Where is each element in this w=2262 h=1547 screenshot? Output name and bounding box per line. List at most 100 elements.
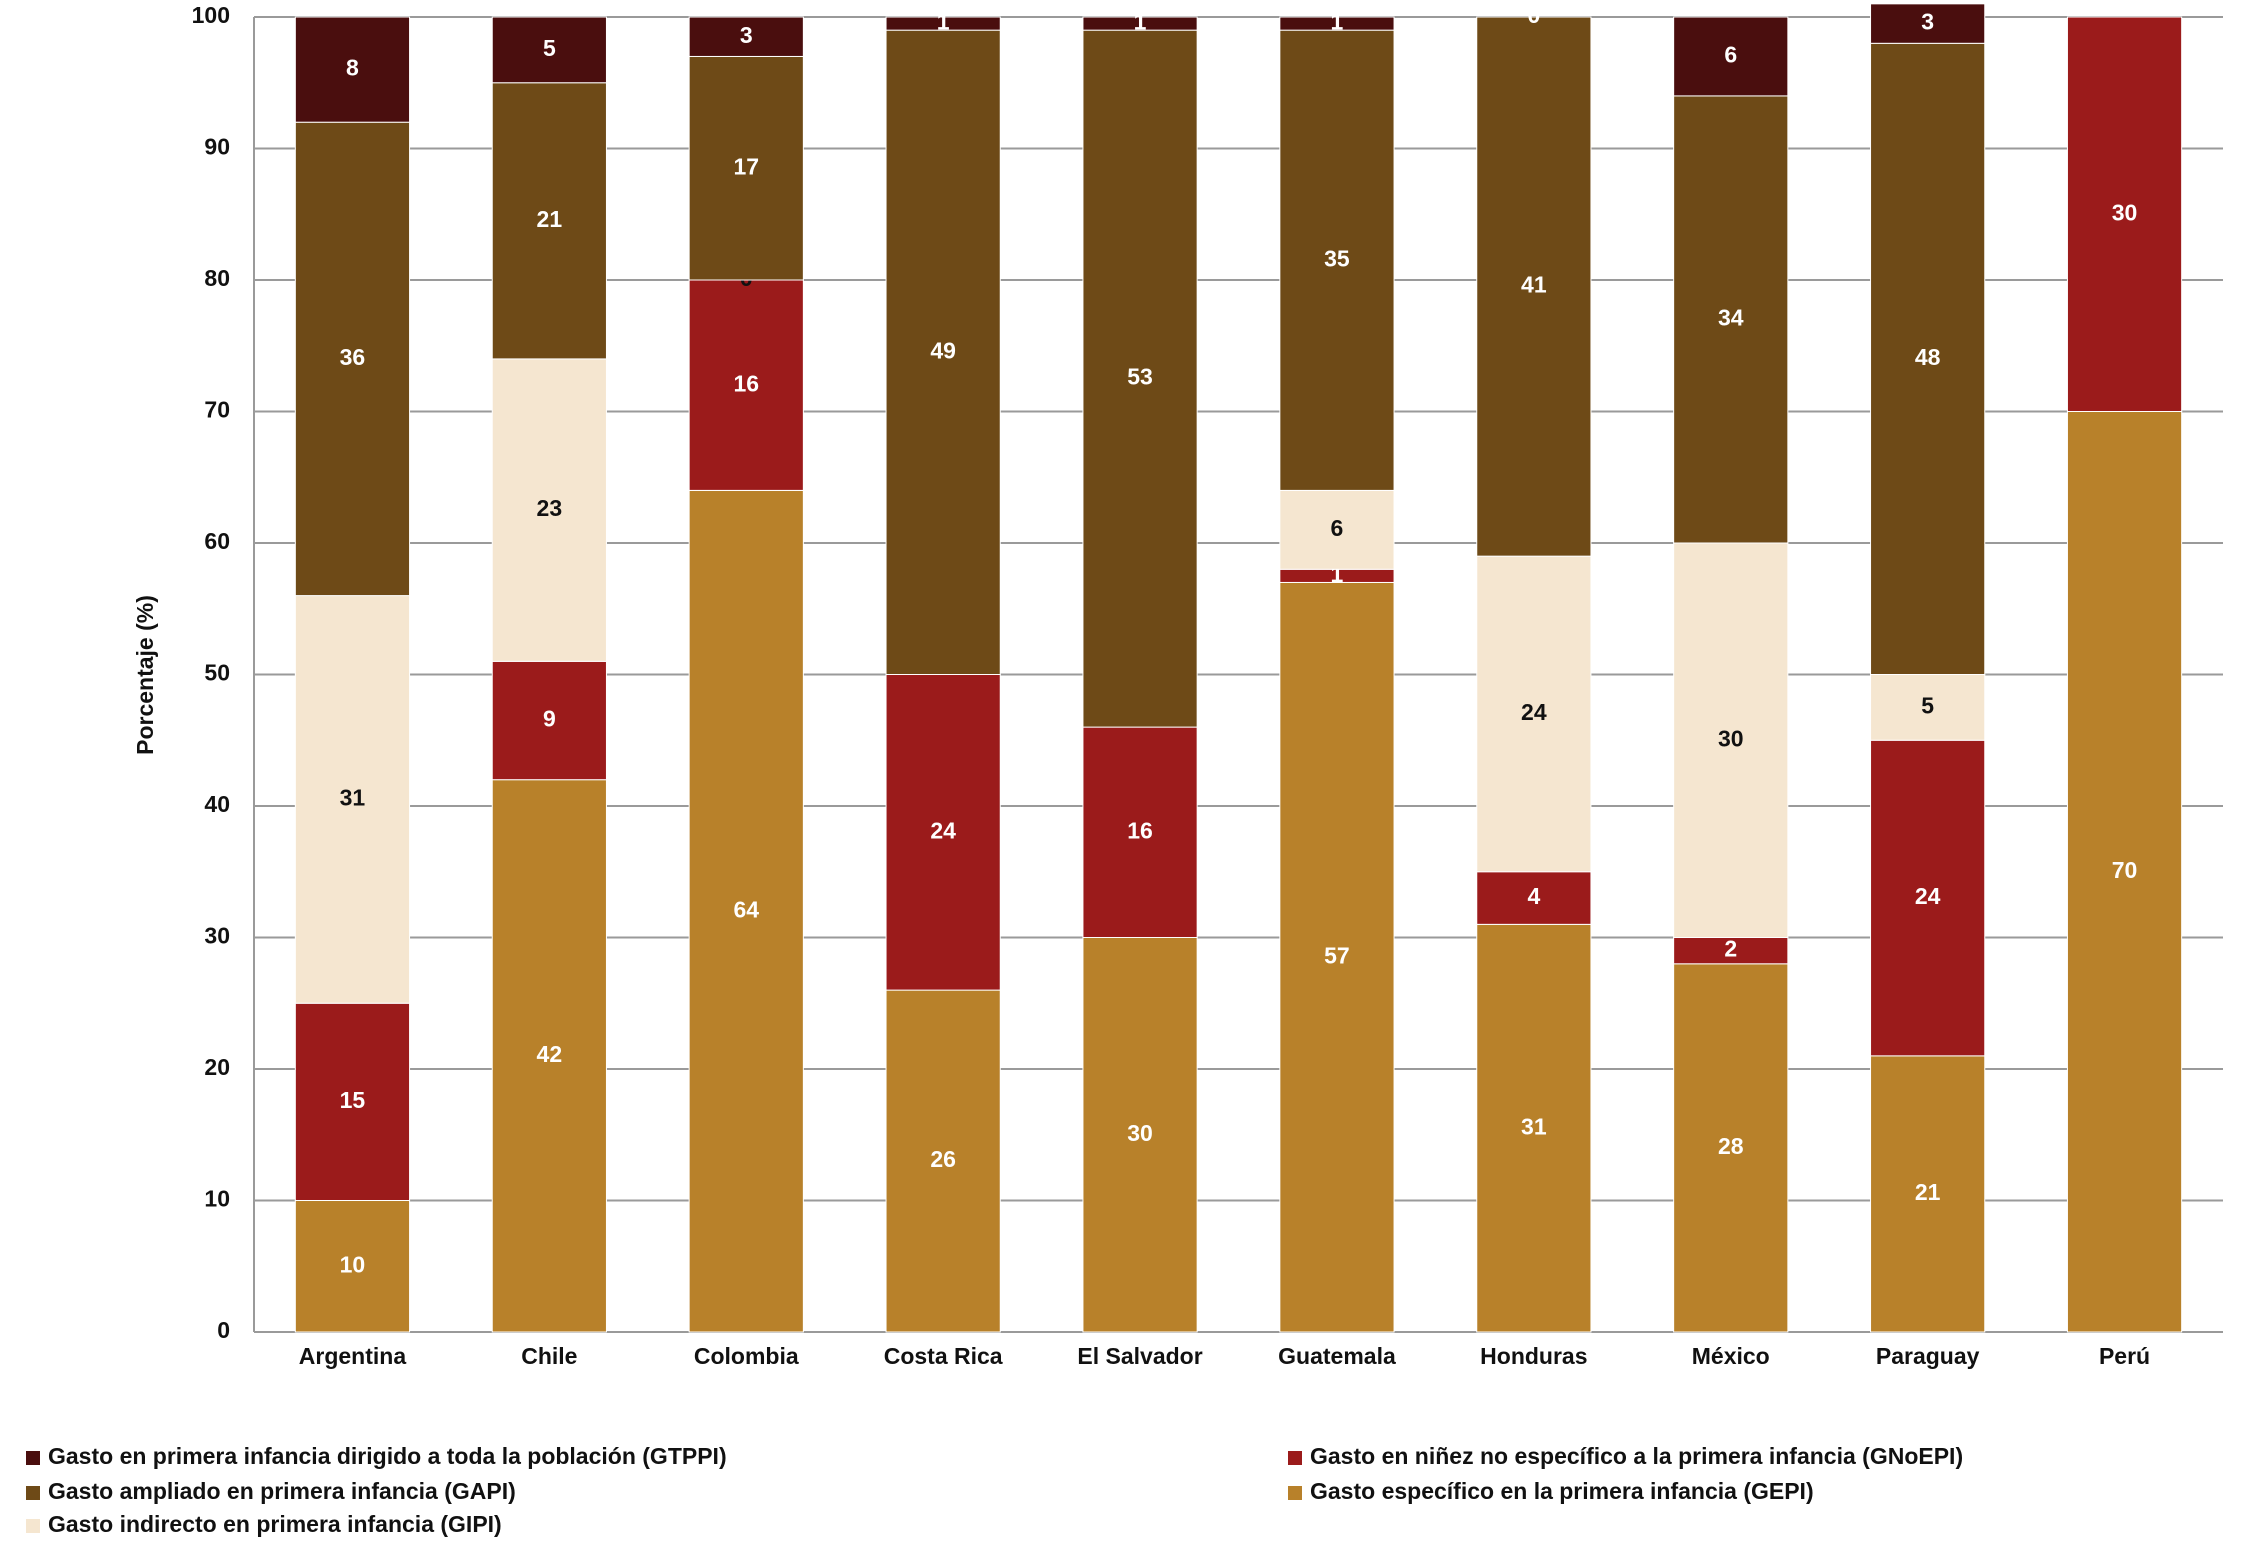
bar-segment <box>1870 3 1986 44</box>
x-tick-label: Costa Rica <box>884 1343 1003 1369</box>
data-label: 21 <box>537 206 563 232</box>
bar-segment <box>688 489 804 1333</box>
data-label: 16 <box>1127 817 1153 843</box>
data-label: 30 <box>1127 1120 1153 1146</box>
bar-segment <box>1279 581 1395 1333</box>
bar-segment <box>294 16 411 123</box>
bar-segment <box>1279 16 1395 31</box>
data-label: 5 <box>1921 692 1934 718</box>
data-label: 31 <box>1521 1113 1547 1139</box>
data-label: 70 <box>2112 857 2138 883</box>
data-label: 48 <box>1915 344 1941 370</box>
bar-segment <box>294 1200 411 1333</box>
y-tick-label: 10 <box>204 1186 230 1212</box>
data-label: 28 <box>1718 1133 1744 1159</box>
bar-segment <box>1673 95 1789 544</box>
bar-segment <box>885 16 1001 31</box>
data-label: 1 <box>1134 9 1147 35</box>
data-label: 6 <box>1724 42 1737 68</box>
x-tick-label: Guatemala <box>1278 1343 1396 1369</box>
y-axis-label: Porcentaje (%) <box>132 595 158 755</box>
bar-segment <box>1082 16 1198 31</box>
data-label: 3 <box>740 22 753 48</box>
legend-label: Gasto indirecto en primera infancia (GIP… <box>48 1511 502 1537</box>
data-label: 30 <box>2112 199 2138 225</box>
bar-segment <box>2066 411 2183 1333</box>
legend-label: Gasto ampliado en primera infancia (GAPI… <box>48 1478 516 1504</box>
bar-segment <box>1673 963 1789 1333</box>
y-tick-label: 40 <box>204 791 230 817</box>
data-label: 42 <box>537 1041 563 1067</box>
y-tick-label: 80 <box>204 265 230 291</box>
bar-segment <box>885 674 1001 991</box>
legend-swatch <box>26 1451 40 1465</box>
data-label: 9 <box>543 706 556 732</box>
bar-segment <box>688 279 804 491</box>
bar-segment <box>1082 29 1198 728</box>
y-tick-label: 70 <box>204 397 230 423</box>
data-label: 26 <box>930 1146 956 1172</box>
y-tick-label: 90 <box>204 134 230 160</box>
data-label: 23 <box>537 495 563 521</box>
data-label: 10 <box>340 1251 366 1277</box>
legend-swatch <box>26 1519 40 1533</box>
bar-segment <box>1476 871 1592 925</box>
x-tick-label: Colombia <box>694 1343 799 1369</box>
y-tick-label: 0 <box>217 1317 230 1343</box>
legend-label: Gasto en niñez no específico a la primer… <box>1310 1443 1963 1469</box>
bar-segment <box>1870 674 1986 741</box>
data-label: 35 <box>1324 245 1350 271</box>
bar-segment <box>491 660 607 781</box>
data-label: 41 <box>1521 272 1547 298</box>
data-label: 64 <box>733 896 759 922</box>
bar-segment <box>1870 739 1986 1057</box>
data-label: 24 <box>1521 699 1547 725</box>
bar-segment <box>294 1002 411 1201</box>
data-label: 21 <box>1915 1179 1941 1205</box>
bar-segment <box>688 16 804 57</box>
legend-label: Gasto específico en la primera infancia … <box>1310 1478 1814 1504</box>
data-label: 8 <box>346 55 359 81</box>
x-tick-label: Honduras <box>1480 1343 1587 1369</box>
x-tick-label: Paraguay <box>1876 1343 1980 1369</box>
data-label: 16 <box>733 370 759 396</box>
x-tick-label: El Salvador <box>1077 1343 1202 1369</box>
data-label: 49 <box>930 337 956 363</box>
data-label: 6 <box>1331 515 1344 541</box>
data-label: 3 <box>1921 9 1934 35</box>
data-label: 15 <box>340 1087 366 1113</box>
y-tick-label: 30 <box>204 923 230 949</box>
data-label: 4 <box>1527 883 1540 909</box>
bar-segment <box>1870 42 1986 676</box>
data-label: 30 <box>1718 725 1744 751</box>
legend-swatch <box>1288 1486 1302 1500</box>
bar-segment <box>491 779 607 1333</box>
bar-segment <box>1476 923 1592 1333</box>
legend-swatch <box>1288 1451 1302 1465</box>
bar-segment <box>1673 542 1789 938</box>
data-label: 5 <box>543 35 556 61</box>
data-label: 36 <box>340 344 366 370</box>
x-tick-label: Argentina <box>299 1343 407 1369</box>
data-label: 24 <box>1915 883 1941 909</box>
bar-segment <box>1476 555 1592 873</box>
x-tick-label: México <box>1692 1343 1770 1369</box>
bar-segment <box>1082 937 1198 1333</box>
bar-segment <box>688 55 804 281</box>
data-label: 17 <box>733 153 759 179</box>
y-tick-label: 50 <box>204 660 230 686</box>
x-tick-label: Chile <box>521 1343 577 1369</box>
data-label: 34 <box>1718 305 1744 331</box>
legend-label: Gasto en primera infancia dirigido a tod… <box>48 1443 727 1469</box>
data-label: 57 <box>1324 942 1350 968</box>
bar-segment <box>491 16 607 84</box>
bar-segment <box>1476 16 1592 557</box>
bar-segment <box>491 358 607 662</box>
bar-segment <box>2066 16 2183 412</box>
legend-swatch <box>26 1486 40 1500</box>
bar-segment <box>1082 726 1198 938</box>
data-label: 0 <box>1527 2 1540 28</box>
data-label: 2 <box>1724 936 1737 962</box>
